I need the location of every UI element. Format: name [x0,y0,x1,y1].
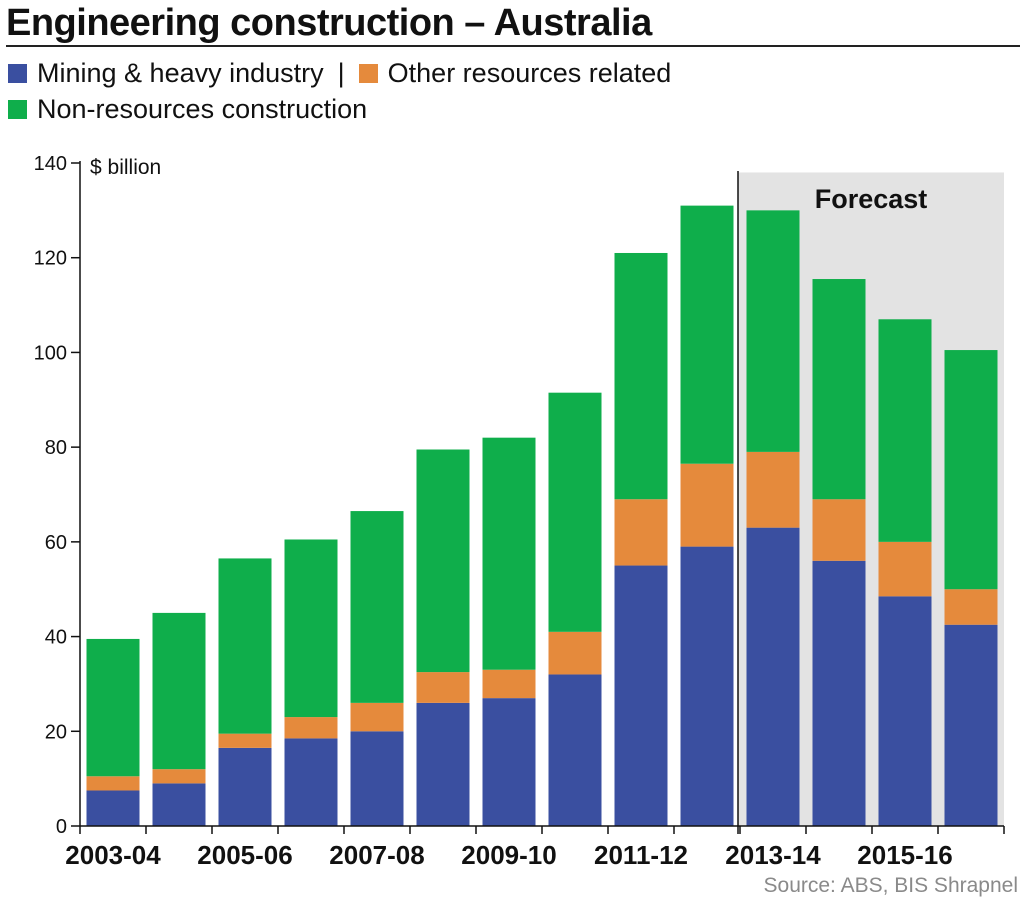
bar-2011-12-series-1 [614,499,668,566]
bar-2010-11-series-2 [548,392,602,632]
bar-2010-11-series-1 [548,631,602,675]
bar-2016-17-series-1 [944,589,998,625]
bar-2006-07-series-2 [284,539,338,718]
x-tick-label-2003-04: 2003-04 [65,840,161,870]
legend-swatch-non-resources [8,100,27,119]
bar-2011-12-series-2 [614,252,668,500]
bar-2004-05-series-0 [152,783,206,826]
y-tick-label-100: 100 [34,342,67,364]
bar-2015-16-series-1 [878,541,932,597]
bar-2013-14-series-2 [746,210,800,452]
y-tick-label-60: 60 [45,532,67,554]
bar-2003-04-series-1 [86,776,140,791]
bar-2005-06-series-0 [218,747,272,826]
chart-title: Engineering construction – Australia [6,2,652,44]
bar-2016-17-series-2 [944,350,998,590]
y-tick-label-0: 0 [56,816,67,838]
legend-label-other-resources: Other resources related [387,58,672,88]
x-tick-label-2013-14: 2013-14 [725,840,821,870]
y-tick-label-80: 80 [45,437,67,459]
bar-2003-04-series-0 [86,790,140,826]
bar-2006-07-series-0 [284,738,338,826]
x-tick-label-2009-10: 2009-10 [461,840,556,870]
legend-label-mining: Mining & heavy industry [37,58,324,88]
bar-2008-09-series-2 [416,449,470,673]
legend-label-non-resources: Non-resources construction [37,94,368,124]
bar-2004-05-series-1 [152,769,206,784]
x-tick-label-2005-06: 2005-06 [197,840,292,870]
forecast-label: Forecast [815,184,928,214]
legend-separator: | [337,58,345,88]
legend-swatch-other-resources [358,64,378,83]
x-tick-label-2011-12: 2011-12 [594,840,688,870]
x-tick-label-2015-16: 2015-16 [857,840,952,870]
bar-2007-08-series-1 [350,702,404,732]
bar-2007-08-series-0 [350,731,404,826]
bar-2012-13-series-0 [680,546,734,826]
legend-row-1: Mining & heavy industry | Other resource… [8,58,671,89]
bar-2013-14-series-1 [746,451,800,528]
y-tick-label-40: 40 [45,627,67,649]
bar-2008-09-series-0 [416,702,470,826]
y-tick-label-140: 140 [34,153,67,175]
bar-2006-07-series-1 [284,717,338,739]
bar-2015-16-series-0 [878,596,932,826]
bar-2014-15-series-2 [812,279,866,500]
bar-2009-10-series-0 [482,698,536,826]
bar-2011-12-series-0 [614,565,668,826]
y-tick-label-20: 20 [45,721,67,743]
legend-row-2: Non-resources construction [8,94,367,125]
bar-2015-16-series-2 [878,319,932,542]
bar-2005-06-series-2 [218,558,272,734]
bar-2014-15-series-0 [812,560,866,826]
bar-2004-05-series-2 [152,612,206,770]
title-rule [6,45,1020,47]
bar-2012-13-series-1 [680,463,734,547]
legend-swatch-mining [8,64,27,83]
bar-2013-14-series-0 [746,527,800,826]
bar-2005-06-series-1 [218,733,272,748]
bar-2012-13-series-2 [680,205,734,464]
source-note: Source: ABS, BIS Shrapnel [763,874,1018,897]
bar-2008-09-series-1 [416,672,470,703]
bar-2003-04-series-2 [86,638,140,777]
y-axis-label: $ billion [90,156,161,179]
bar-2009-10-series-1 [482,669,536,699]
x-tick-label-2007-08: 2007-08 [329,840,424,870]
bar-2009-10-series-2 [482,437,536,670]
bar-2016-17-series-0 [944,624,998,826]
y-tick-label-120: 120 [34,248,67,270]
bar-2010-11-series-0 [548,674,602,826]
bar-2007-08-series-2 [350,511,404,703]
bar-2014-15-series-1 [812,499,866,561]
